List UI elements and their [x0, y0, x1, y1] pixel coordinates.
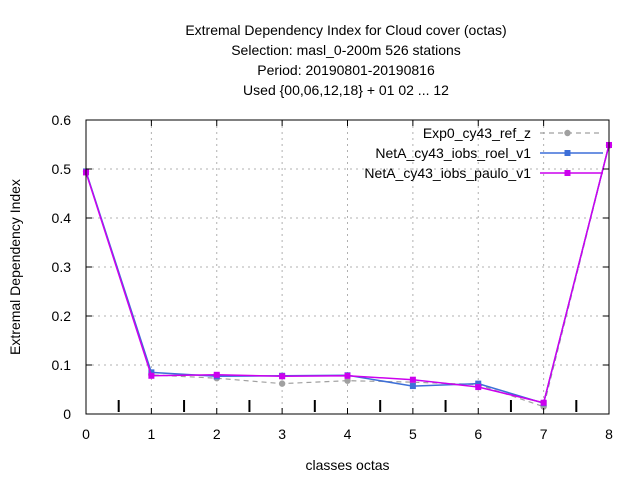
data-point: [409, 376, 416, 383]
legend-label: Exp0_cy43_ref_z: [423, 125, 531, 141]
x-axis-label: classes octas: [305, 457, 389, 473]
y-tick-label: 0.4: [52, 210, 72, 226]
x-tick-label: 2: [213, 426, 221, 442]
legend-marker: [564, 129, 571, 137]
data-point: [279, 373, 286, 380]
data-point: [148, 369, 155, 376]
chart-title: Extremal Dependency Index for Cloud cove…: [185, 22, 506, 98]
data-point: [475, 384, 482, 391]
legend-marker: [564, 170, 571, 176]
title-line: Selection: masl_0-200m 526 stations: [231, 42, 461, 58]
y-axis-label: Extremal Dependency Index: [7, 179, 23, 355]
x-tick-label: 1: [147, 426, 155, 442]
title-line: Period: 20190801-20190816: [257, 62, 435, 78]
x-tick-label: 8: [605, 426, 613, 442]
x-tick-label: 3: [278, 426, 286, 442]
data-point: [213, 371, 220, 378]
x-tick-label: 7: [540, 426, 548, 442]
legend-marker: [564, 150, 571, 156]
y-tick-label: 0.2: [52, 308, 72, 324]
x-tick-label: 0: [82, 426, 90, 442]
title-line: Extremal Dependency Index for Cloud cove…: [185, 22, 506, 38]
series-line: [85, 144, 610, 404]
y-tick-label: 0.5: [52, 161, 72, 177]
data-point: [475, 380, 482, 387]
legend: Exp0_cy43_ref_z NetA_cy43_iobs_roel_v1 Net…: [364, 125, 603, 181]
grid: [86, 120, 609, 414]
data-point: [344, 377, 351, 384]
data-point: [409, 383, 416, 390]
axis-ticks: 0 1 2 3 4 5 6 7 8 0 0.1 0.2 0.3 0.4 0.5 0.6: [52, 112, 614, 442]
legend-label: NetA_cy43_iobs_paulo_v1: [364, 165, 531, 181]
series-lines: [82, 141, 613, 410]
y-tick-label: 0: [63, 406, 71, 422]
x-tick-label: 5: [409, 426, 417, 442]
class-boundary-marks: [117, 400, 578, 412]
x-tick-label: 6: [474, 426, 482, 442]
title-line: Used {00,06,12,18} + 01 02 ... 12: [243, 82, 449, 98]
y-tick-label: 0.1: [52, 357, 72, 373]
data-point: [540, 399, 547, 406]
legend-label: NetA_cy43_iobs_roel_v1: [375, 145, 531, 161]
y-tick-label: 0.6: [52, 112, 72, 128]
data-point: [148, 372, 155, 379]
x-tick-label: 4: [344, 426, 352, 442]
data-point: [344, 372, 351, 379]
series-line: [85, 144, 610, 405]
data-point: [278, 380, 286, 387]
y-tick-label: 0.3: [52, 259, 72, 275]
